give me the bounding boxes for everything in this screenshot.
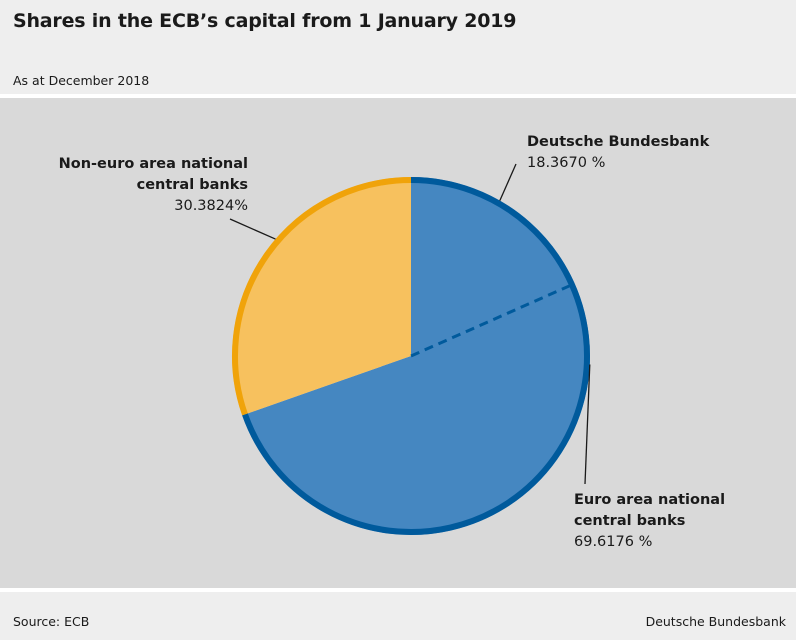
chart-subtitle: As at December 2018: [13, 73, 150, 88]
pie-rim-non-euro-area: [232, 177, 412, 416]
pie-slice-euro-area: [242, 177, 590, 535]
header: [0, 0, 796, 94]
chart-title: Shares in the ECB’s capital from 1 Janua…: [13, 10, 517, 32]
pie-rim-euro-area: [242, 177, 590, 535]
divider: [0, 588, 796, 592]
label-non-euro-area: Non-euro area national central banks 30.38…: [59, 156, 248, 214]
pie-slice-non-euro-area: [231, 177, 411, 416]
leader-line-euro-area: [584, 364, 591, 485]
label-euro-area: Euro area national central banks 69.6176 %: [574, 492, 725, 550]
source-note: Source: ECB: [13, 614, 90, 629]
pie-chart: Deutsche Bundesbank 18.3670 % Non-euro are…: [59, 134, 725, 550]
brand-label: Deutsche Bundesbank: [645, 614, 786, 629]
footer: [0, 592, 796, 640]
label-bundesbank: Deutsche Bundesbank 18.3670 %: [527, 134, 710, 171]
leader-line-bundesbank: [499, 163, 517, 201]
divider: [0, 94, 796, 98]
leader-line-non-euro-area: [229, 218, 276, 240]
